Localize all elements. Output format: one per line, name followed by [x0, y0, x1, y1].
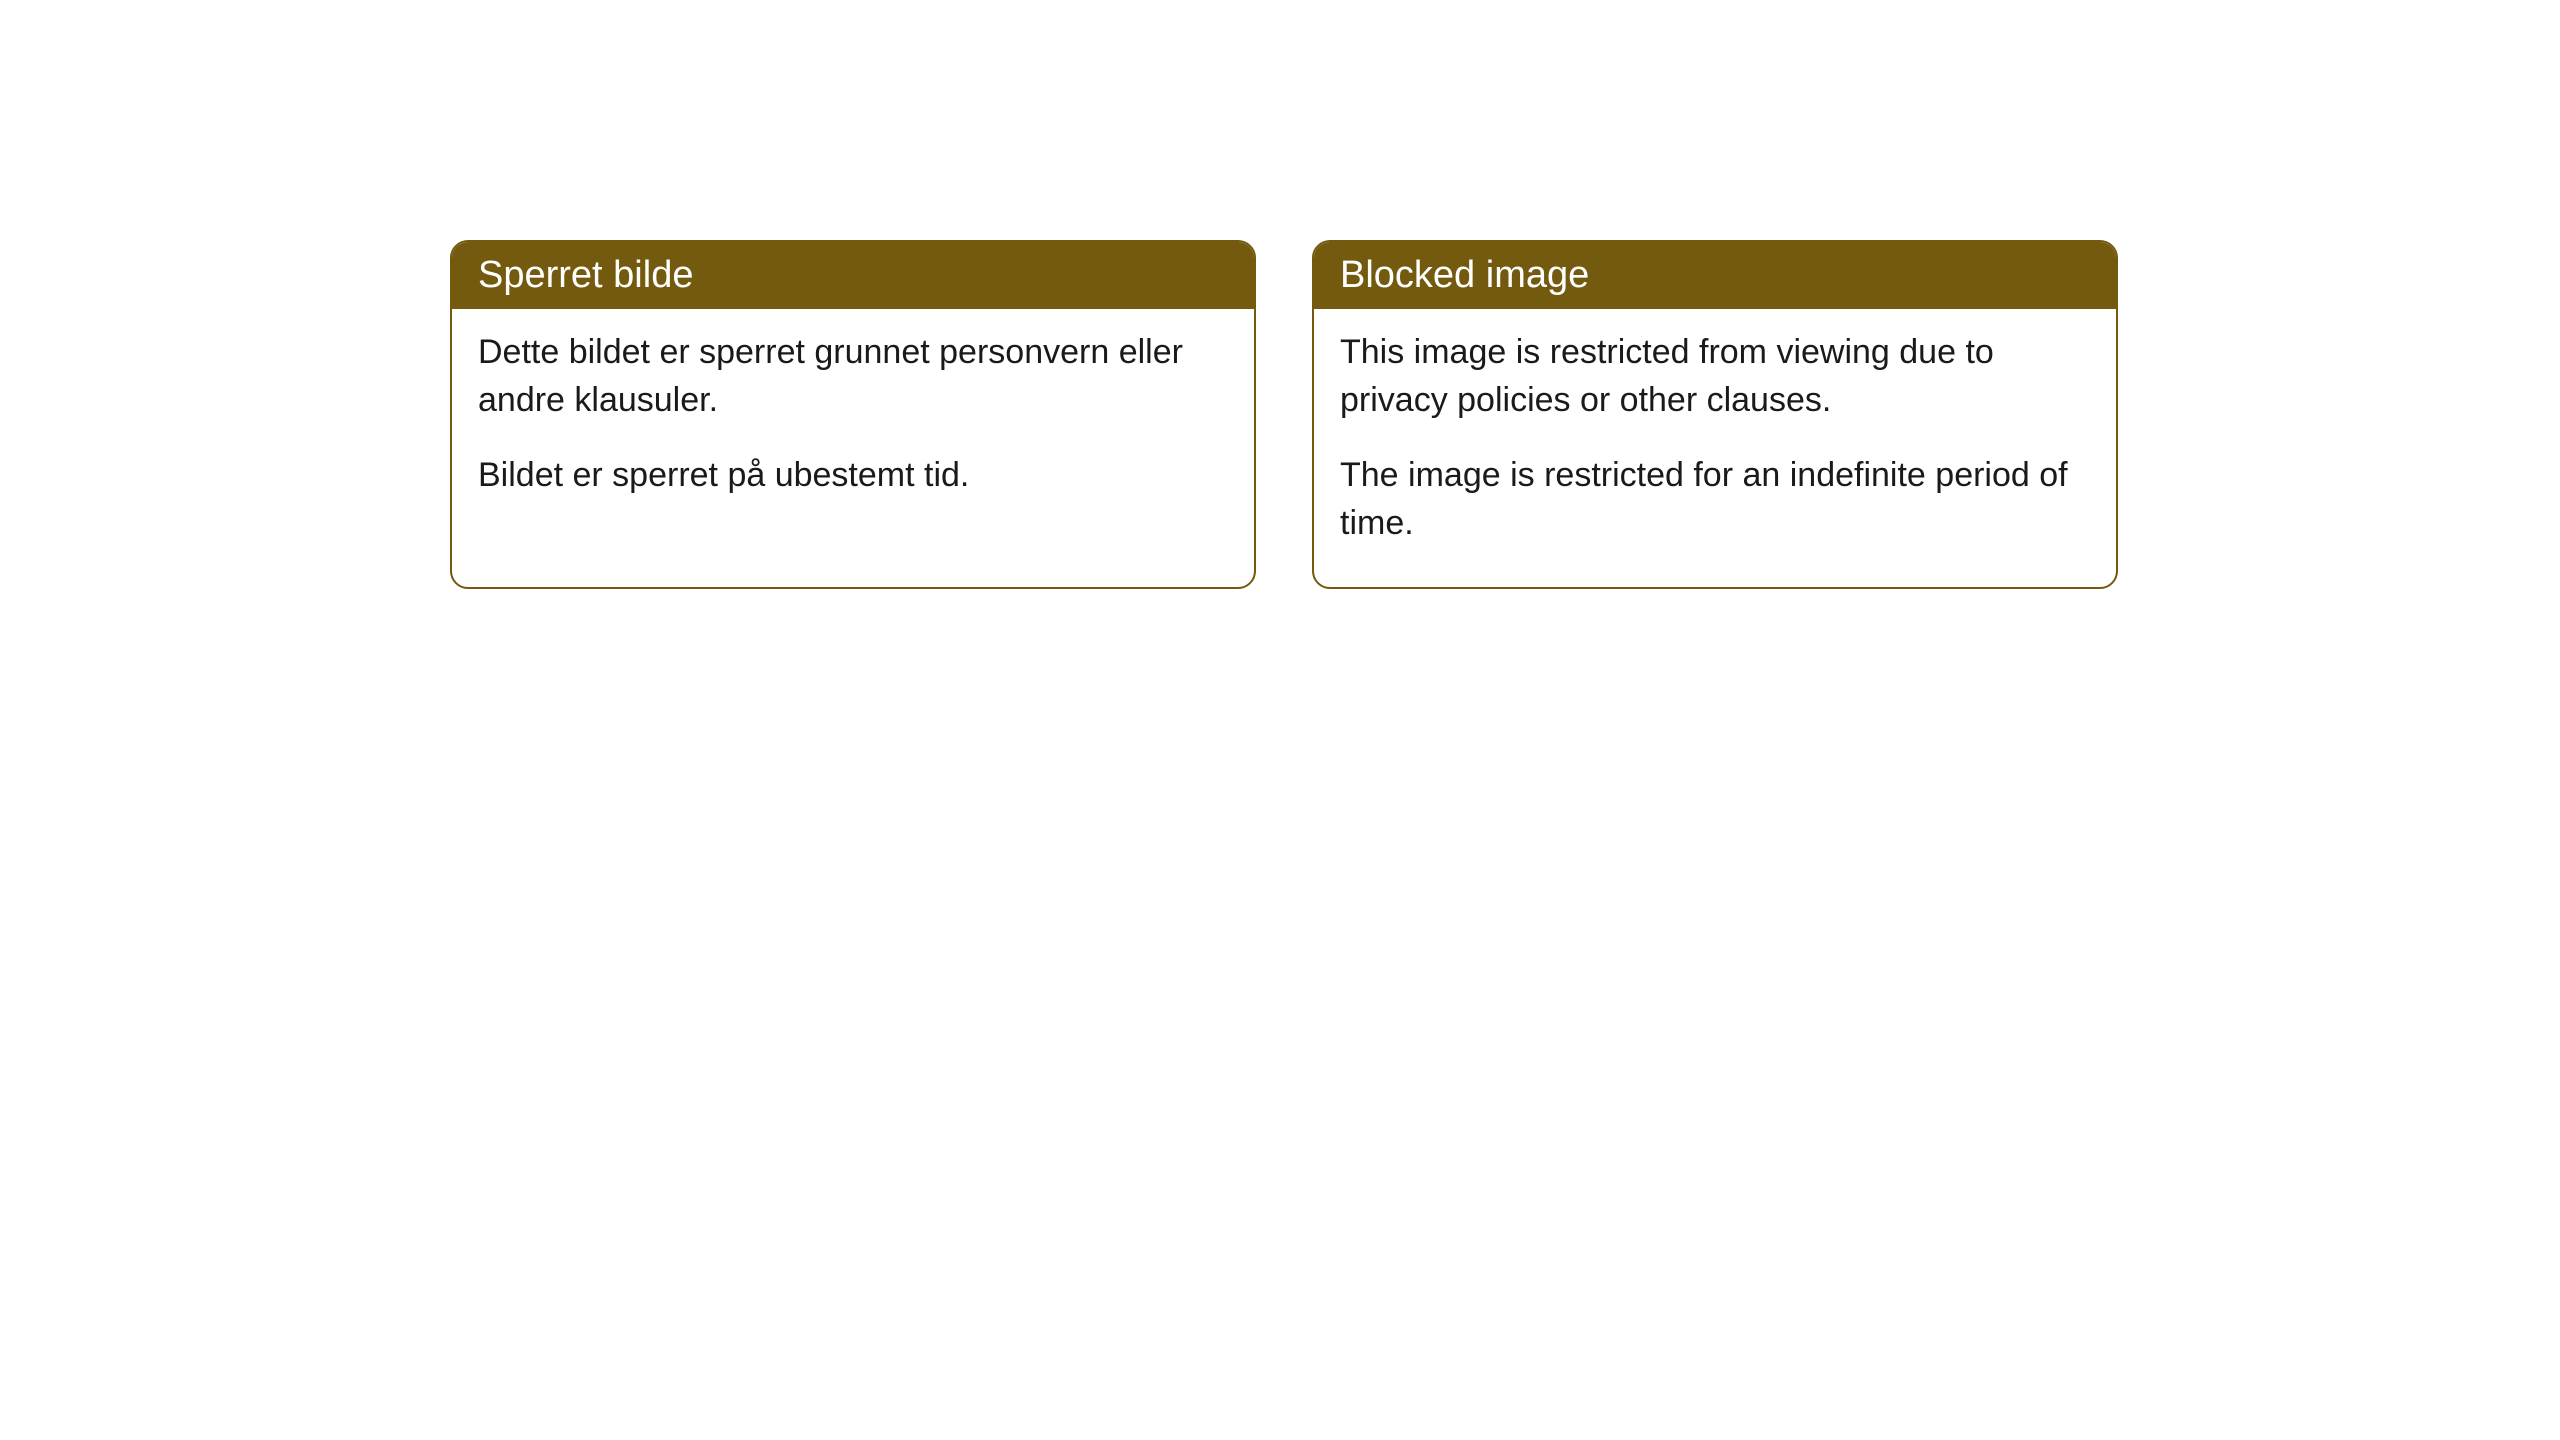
card-body: This image is restricted from viewing du… — [1314, 309, 2116, 587]
card-header: Sperret bilde — [452, 242, 1254, 309]
card-paragraph: Dette bildet er sperret grunnet personve… — [478, 329, 1228, 424]
notice-cards-container: Sperret bilde Dette bildet er sperret gr… — [450, 240, 2118, 589]
card-header: Blocked image — [1314, 242, 2116, 309]
card-title: Sperret bilde — [478, 254, 693, 296]
card-paragraph: The image is restricted for an indefinit… — [1340, 452, 2090, 547]
card-body: Dette bildet er sperret grunnet personve… — [452, 309, 1254, 540]
card-paragraph: This image is restricted from viewing du… — [1340, 329, 2090, 424]
card-paragraph: Bildet er sperret på ubestemt tid. — [478, 452, 1228, 500]
blocked-image-card-norwegian: Sperret bilde Dette bildet er sperret gr… — [450, 240, 1256, 589]
blocked-image-card-english: Blocked image This image is restricted f… — [1312, 240, 2118, 589]
card-title: Blocked image — [1340, 254, 1589, 296]
